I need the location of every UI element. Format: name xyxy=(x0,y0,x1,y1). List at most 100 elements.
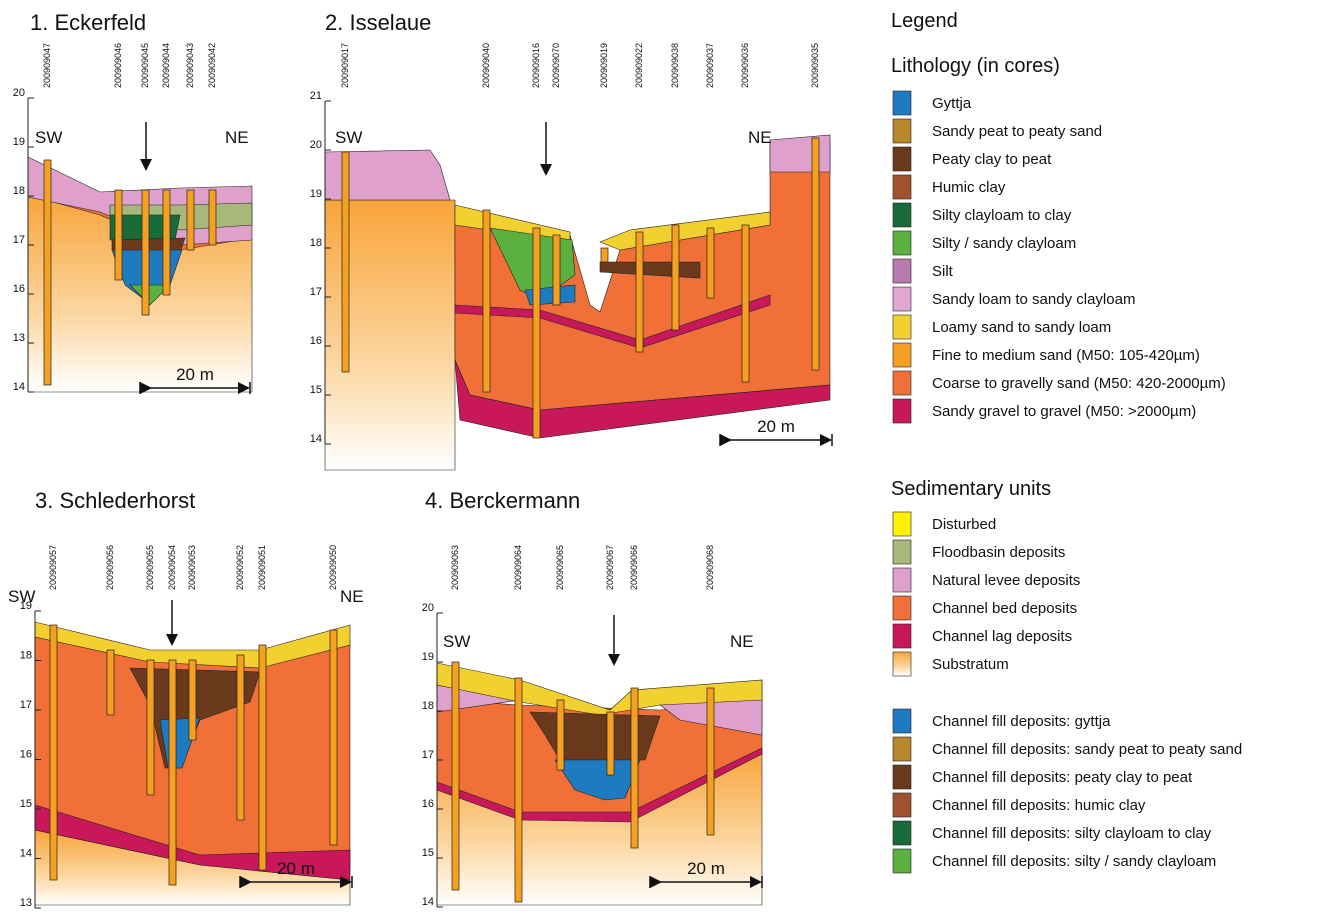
core-id: 200909052 xyxy=(235,545,245,590)
core-id: 200909043 xyxy=(185,43,195,88)
legend-label: Substratum xyxy=(932,656,1009,673)
legend-swatch xyxy=(892,623,912,649)
core-id: 200909055 xyxy=(145,545,155,590)
core-column xyxy=(236,654,245,821)
legend-swatch xyxy=(892,595,912,621)
core-column xyxy=(208,189,217,246)
legend-swatch xyxy=(892,567,912,593)
legend-label: Silty clayloam to clay xyxy=(932,207,1072,224)
legend-label: Channel fill deposits: peaty clay to pea… xyxy=(932,769,1193,786)
core-column xyxy=(706,227,715,299)
core-id: 200909068 xyxy=(705,545,715,590)
core-column xyxy=(741,224,750,383)
legend-label: Coarse to gravelly sand (M50: 420-2000µm… xyxy=(932,375,1226,392)
elevation-label: 17 xyxy=(20,699,32,711)
core-column xyxy=(706,687,715,836)
scale-label: 20 m xyxy=(277,859,315,878)
legend-heading: Lithology (in cores) xyxy=(891,55,1060,77)
elevation-label: 20 xyxy=(13,87,25,99)
elevation-label: 18 xyxy=(310,237,322,249)
core-id: 200909050 xyxy=(328,545,338,590)
section-layer xyxy=(129,284,171,306)
elevation-label: 15 xyxy=(310,384,322,396)
side-label: NE xyxy=(730,632,754,651)
section-layer xyxy=(436,747,763,823)
legend-label: Channel fill deposits: silty / sandy cla… xyxy=(932,853,1216,870)
legend-swatch xyxy=(892,511,912,537)
panel-title: 1. Eckerfeld xyxy=(30,10,146,35)
core-id: 200909019 xyxy=(599,43,609,88)
core-column xyxy=(114,189,123,281)
scale-label: 20 m xyxy=(687,859,725,878)
core-id: 200909022 xyxy=(634,43,644,88)
legend-label: Floodbasin deposits xyxy=(932,544,1065,561)
legend-swatch xyxy=(892,286,912,312)
legend-swatch xyxy=(892,202,912,228)
section-layer xyxy=(454,359,831,439)
legend-title: Legend xyxy=(891,10,958,32)
elevation-label: 15 xyxy=(422,847,434,859)
core-column xyxy=(532,227,541,439)
legend-label: Channel fill deposits: sandy peat to pea… xyxy=(932,741,1242,758)
core-column xyxy=(146,659,155,796)
elevation-label: 14 xyxy=(20,848,32,860)
legend-label: Silt xyxy=(932,263,954,280)
core-id: 200909063 xyxy=(450,545,460,590)
elevation-label: 17 xyxy=(13,234,25,246)
core-column xyxy=(671,224,680,331)
section-layer xyxy=(769,134,831,173)
elevation-label: 16 xyxy=(13,283,25,295)
legend-label: Peaty clay to peat xyxy=(932,151,1052,168)
core-id: 200909045 xyxy=(140,43,150,88)
core-column xyxy=(811,137,820,371)
legend-swatch xyxy=(892,736,912,762)
legend-swatch xyxy=(892,370,912,396)
core-column xyxy=(556,699,565,771)
core-column xyxy=(186,189,195,251)
core-id: 200909065 xyxy=(555,545,565,590)
legend-swatch xyxy=(892,764,912,790)
legend-swatch xyxy=(892,342,912,368)
elevation-label: 18 xyxy=(422,700,434,712)
core-id: 200909054 xyxy=(167,545,177,590)
side-label: SW xyxy=(8,587,35,606)
legend-swatch xyxy=(892,792,912,818)
elevation-label: 16 xyxy=(310,335,322,347)
core-column xyxy=(635,231,644,353)
core-column xyxy=(600,247,609,263)
core-id: 200909047 xyxy=(42,43,52,88)
core-column xyxy=(482,209,491,393)
core-id: 200909070 xyxy=(551,43,561,88)
legend-swatch xyxy=(892,230,912,256)
elevation-label: 18 xyxy=(20,650,32,662)
legend-swatch xyxy=(892,90,912,116)
legend-label: Channel bed deposits xyxy=(932,600,1077,617)
core-id: 200909056 xyxy=(105,545,115,590)
elevation-label: 13 xyxy=(20,897,32,909)
elevation-label: 19 xyxy=(20,600,32,612)
legend-label: Channel fill deposits: humic clay xyxy=(932,797,1146,814)
legend-label: Disturbed xyxy=(932,516,996,533)
core-id: 200909016 xyxy=(531,43,541,88)
legend-label: Sandy gravel to gravel (M50: >2000µm) xyxy=(932,403,1196,420)
core-column xyxy=(341,151,350,373)
core-id: 200909017 xyxy=(340,43,350,88)
legend-swatch xyxy=(892,398,912,424)
elevation-label: 14 xyxy=(422,896,434,908)
core-column xyxy=(630,687,639,849)
scale-label: 20 m xyxy=(176,365,214,384)
legend-label: Channel lag deposits xyxy=(932,628,1072,645)
legend-swatch xyxy=(892,708,912,734)
legend-swatch xyxy=(892,258,912,284)
side-label: NE xyxy=(748,128,772,147)
core-column xyxy=(106,649,115,716)
core-column xyxy=(162,189,171,296)
core-column xyxy=(329,629,338,846)
panel-title: 3. Schlederhorst xyxy=(35,488,195,513)
legend-heading: Sedimentary units xyxy=(891,478,1051,500)
side-label: NE xyxy=(340,587,364,606)
elevation-label: 16 xyxy=(20,749,32,761)
legend-swatch xyxy=(892,174,912,200)
section-layer xyxy=(34,621,351,669)
side-label: NE xyxy=(225,128,249,147)
